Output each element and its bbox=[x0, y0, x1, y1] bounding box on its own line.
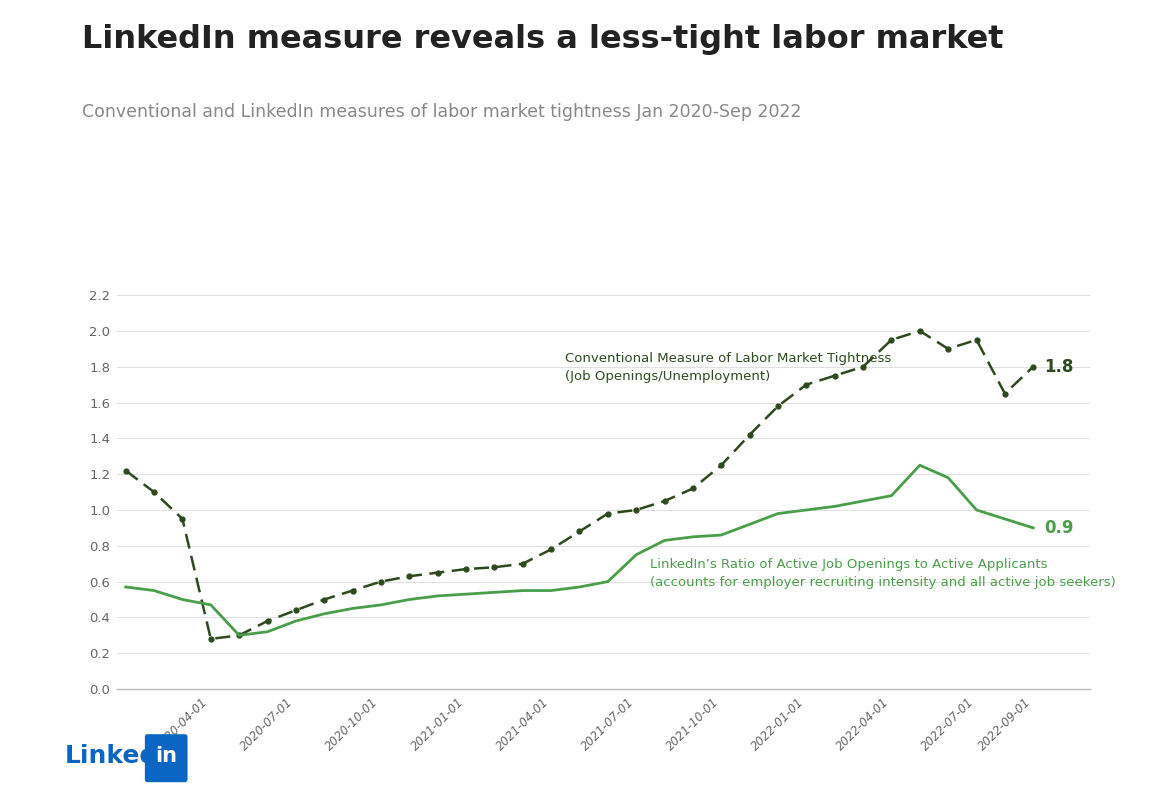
Text: LinkedIn measure reveals a less-tight labor market: LinkedIn measure reveals a less-tight la… bbox=[82, 24, 1003, 55]
Text: 0.9: 0.9 bbox=[1044, 519, 1074, 537]
Text: 1.8: 1.8 bbox=[1044, 358, 1074, 375]
Text: LinkedIn’s Ratio of Active Job Openings to Active Applicants
(accounts for emplo: LinkedIn’s Ratio of Active Job Openings … bbox=[650, 558, 1116, 589]
Text: Conventional Measure of Labor Market Tightness
(Job Openings/Unemployment): Conventional Measure of Labor Market Tig… bbox=[565, 352, 892, 383]
Text: Conventional and LinkedIn measures of labor market tightness Jan 2020-Sep 2022: Conventional and LinkedIn measures of la… bbox=[82, 103, 802, 121]
Text: Linked: Linked bbox=[64, 744, 158, 768]
Text: in: in bbox=[155, 746, 177, 767]
FancyBboxPatch shape bbox=[145, 734, 188, 782]
